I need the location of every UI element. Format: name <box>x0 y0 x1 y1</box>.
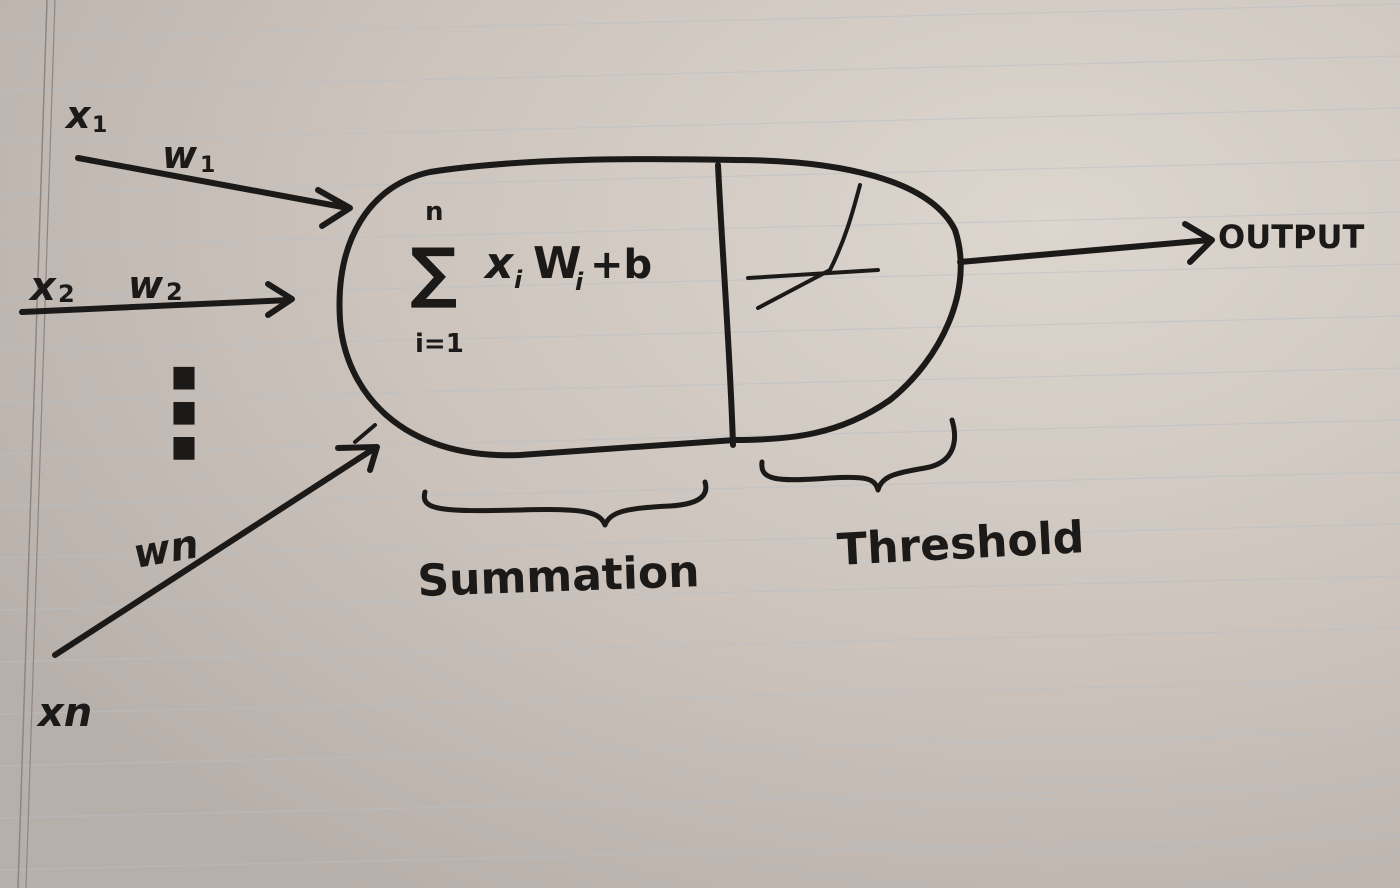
activation-axis-line <box>746 268 880 280</box>
arrow-x1-head <box>315 187 353 229</box>
input-x2-subscript: 2 <box>58 280 75 308</box>
rule-line <box>0 679 1400 715</box>
rule-line <box>0 471 1400 507</box>
rule-line <box>0 211 1400 247</box>
rule-line <box>0 367 1400 403</box>
margin-lines <box>17 0 56 888</box>
formula-bias: +b <box>590 242 652 288</box>
weight-wn-label: wn <box>130 521 202 578</box>
input-x1-label: x <box>64 93 92 137</box>
formula-x-subscript: i <box>514 266 523 294</box>
sigma-symbol: ∑ <box>410 234 457 311</box>
arrow-x2-head <box>265 281 295 318</box>
notebook-rule-lines <box>0 3 1400 888</box>
weight-w2-label: w <box>128 263 164 307</box>
formula-w-subscript: i <box>575 268 584 296</box>
rule-line <box>0 627 1400 663</box>
rule-line <box>0 55 1400 91</box>
rule-line <box>0 263 1400 299</box>
activation-curve <box>756 183 862 310</box>
input-xn-label: xn <box>36 690 92 736</box>
output-arrow <box>957 221 1215 265</box>
input-x2-label: x <box>28 264 57 310</box>
vertical-ellipsis: ⋮ <box>124 345 244 484</box>
weight-w2-subscript: 2 <box>166 278 183 306</box>
rule-line <box>0 835 1400 871</box>
output-label: OUTPUT <box>1218 218 1364 256</box>
formula-w: W <box>533 238 582 289</box>
arrow-xn-tip-mark <box>353 423 377 444</box>
rule-line <box>0 3 1400 39</box>
input-arrows <box>19 155 380 658</box>
summation-formula: n ∑ i=1 x i W i +b <box>410 197 652 359</box>
rule-line <box>0 419 1400 455</box>
rule-line <box>0 731 1400 767</box>
arrow-x2-shaft <box>19 297 293 315</box>
arrow-xn-shaft <box>52 445 378 658</box>
arrow-x1-shaft <box>75 155 351 211</box>
formula-x: x <box>483 238 515 289</box>
summation-label: Summation <box>417 546 701 607</box>
rule-line <box>0 107 1400 143</box>
rule-line <box>0 523 1400 559</box>
output-arrow-head <box>1182 221 1215 265</box>
sum-lower-limit: i=1 <box>415 329 464 359</box>
summation-brace <box>421 479 709 528</box>
rule-line <box>0 315 1400 351</box>
weight-w1-label: w <box>162 133 198 177</box>
neuron-body <box>336 156 964 459</box>
input-labels: x 1 w 1 x 2 w 2 ⋮ wn xn <box>28 93 244 736</box>
sum-upper-limit: n <box>425 197 444 227</box>
arrow-xn-head <box>335 444 380 473</box>
rule-line <box>0 575 1400 611</box>
threshold-brace <box>759 417 957 493</box>
input-x1-subscript: 1 <box>92 113 107 138</box>
neuron-outline <box>336 156 964 459</box>
output-arrow-shaft <box>957 237 1213 265</box>
activation-function-sketch <box>746 183 880 310</box>
weight-w1-subscript: 1 <box>200 153 215 178</box>
neuron-divider <box>715 162 736 448</box>
rule-line <box>0 783 1400 819</box>
braces <box>421 417 957 528</box>
